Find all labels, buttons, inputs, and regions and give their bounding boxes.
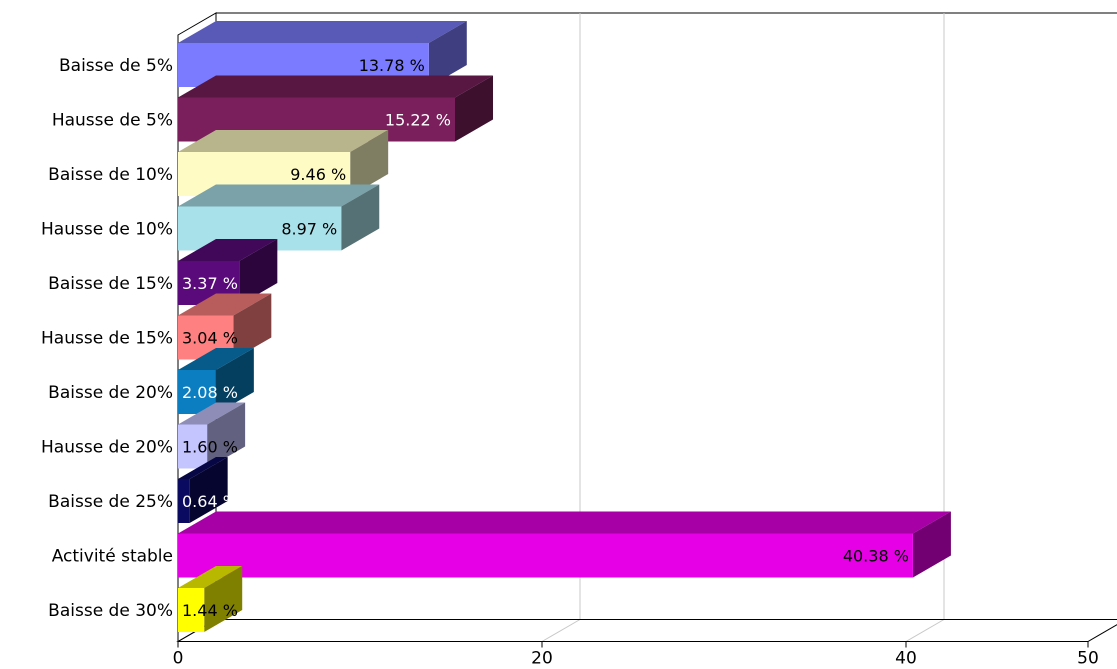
bar-side	[233, 293, 272, 360]
chart-bars: 13.78 % 15.22 % 9.46 % 8.97 % 3.37 % 3.04 % 2.…	[178, 21, 951, 632]
bar-value-label: 0.64 %	[182, 492, 238, 511]
category-label: Baisse de 30%	[48, 601, 173, 621]
bar-side	[207, 402, 246, 469]
floor-gridline	[541, 619, 581, 642]
category-label: Baisse de 25%	[48, 492, 173, 512]
bar-top	[178, 293, 272, 316]
category-label: Hausse de 5%	[52, 111, 173, 131]
bar: 1.60 %	[178, 402, 246, 469]
bar-value-label: 15.22 %	[385, 111, 451, 130]
bar-top	[178, 457, 228, 479]
category-label: Baisse de 15%	[48, 274, 173, 294]
bar-value-label: 1.44 %	[182, 601, 238, 620]
category-label: Baisse de 5%	[59, 56, 173, 76]
bar-side	[215, 348, 254, 414]
bar-front	[178, 588, 205, 632]
tick-label: 20	[531, 649, 553, 669]
bar-value-label: 1.60 %	[182, 438, 238, 457]
bar-side	[341, 184, 380, 251]
tick-label: 40	[895, 649, 917, 669]
bar-value-label: 2.08 %	[182, 383, 238, 402]
category-label: Activité stable	[52, 547, 173, 567]
bar-top	[178, 130, 389, 152]
bar: 0.64 %	[178, 457, 238, 523]
category-label: Baisse de 10%	[48, 165, 173, 185]
bar: 3.37 %	[178, 239, 278, 305]
bar-top	[178, 239, 278, 261]
floor-gridline	[905, 619, 945, 642]
bar-side	[239, 239, 278, 305]
floor	[176, 619, 1117, 642]
bar: 8.97 %	[178, 184, 380, 251]
category-label: Hausse de 15%	[41, 329, 173, 349]
tick-label: 0	[173, 649, 184, 669]
bar-top	[178, 566, 243, 588]
x-axis-ticks: 0 20 40 50	[173, 641, 1099, 669]
bar-front	[178, 533, 913, 578]
category-labels: Baisse de 5% Hausse de 5% Baisse de 10% Hau…	[41, 56, 173, 621]
category-label: Hausse de 20%	[41, 438, 173, 458]
bar-side	[912, 511, 951, 578]
bar-value-label: 9.46 %	[290, 165, 346, 184]
floor-gridline	[1087, 624, 1117, 642]
bar-side	[204, 566, 243, 632]
bar-top	[178, 21, 467, 43]
bar-value-label: 8.97 %	[281, 220, 337, 239]
bar: 9.46 %	[178, 130, 389, 196]
bar-value-label: 13.78 %	[359, 56, 425, 75]
bar-top	[178, 402, 246, 425]
bar: 40.38 %	[178, 511, 951, 578]
bar-top	[178, 511, 951, 534]
bar-front	[178, 424, 208, 469]
bar-top	[178, 75, 494, 98]
bar-side	[455, 75, 494, 142]
bar: 1.44 %	[178, 566, 243, 632]
bar: 2.08 %	[178, 348, 254, 414]
bar-value-label: 3.04 %	[182, 329, 238, 348]
bar-top	[178, 348, 254, 370]
bar-side	[350, 130, 389, 196]
category-label: Hausse de 10%	[41, 220, 173, 240]
bar-value-label: 3.37 %	[182, 274, 238, 293]
bar-side	[189, 457, 228, 523]
bar-front	[178, 479, 190, 523]
bar-top	[178, 184, 380, 207]
bar-side	[428, 21, 467, 87]
category-label: Baisse de 20%	[48, 383, 173, 403]
bar-value-label: 40.38 %	[843, 547, 909, 566]
tick-label: 50	[1077, 649, 1099, 669]
